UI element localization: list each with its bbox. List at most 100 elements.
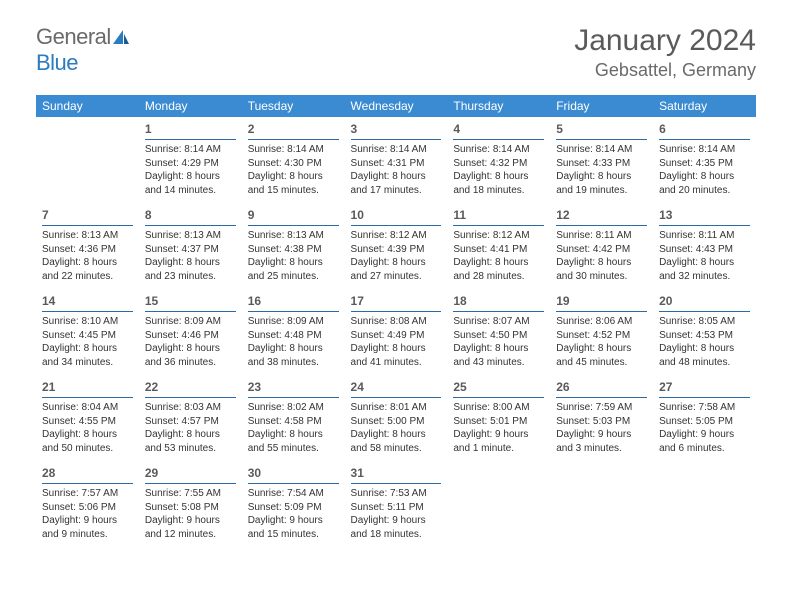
calendar-cell: 22Sunrise: 8:03 AMSunset: 4:57 PMDayligh…: [139, 375, 242, 461]
sunrise-text: Sunrise: 8:14 AM: [145, 143, 236, 157]
daylight-text: Daylight: 8 hours: [145, 428, 236, 442]
calendar-row: 1Sunrise: 8:14 AMSunset: 4:29 PMDaylight…: [36, 117, 756, 203]
daylight-text: Daylight: 8 hours: [42, 256, 133, 270]
daylight-text: Daylight: 8 hours: [42, 428, 133, 442]
sunrise-text: Sunrise: 8:13 AM: [248, 229, 339, 243]
sunrise-text: Sunrise: 8:12 AM: [453, 229, 544, 243]
daylight-text: Daylight: 8 hours: [351, 170, 442, 184]
day-number: 22: [145, 380, 158, 394]
calendar-page: GeneralBlue January 2024 Gebsattel, Germ…: [0, 0, 792, 567]
sunset-text: Sunset: 4:30 PM: [248, 157, 339, 171]
sunset-text: Sunset: 4:45 PM: [42, 329, 133, 343]
sunset-text: Sunset: 4:53 PM: [659, 329, 750, 343]
sunset-text: Sunset: 4:43 PM: [659, 243, 750, 257]
daylight-text: and 28 minutes.: [453, 270, 544, 284]
sunrise-text: Sunrise: 8:14 AM: [453, 143, 544, 157]
calendar-cell: 12Sunrise: 8:11 AMSunset: 4:42 PMDayligh…: [550, 203, 653, 289]
calendar-cell: 8Sunrise: 8:13 AMSunset: 4:37 PMDaylight…: [139, 203, 242, 289]
weekday-header: Saturday: [653, 95, 756, 117]
brand-name: GeneralBlue: [36, 24, 131, 76]
daylight-text: and 45 minutes.: [556, 356, 647, 370]
calendar-cell: 5Sunrise: 8:14 AMSunset: 4:33 PMDaylight…: [550, 117, 653, 203]
sunrise-text: Sunrise: 8:12 AM: [351, 229, 442, 243]
daylight-text: and 14 minutes.: [145, 184, 236, 198]
day-number: 4: [453, 122, 460, 136]
day-number: 15: [145, 294, 158, 308]
day-number: 20: [659, 294, 672, 308]
calendar-row: 28 Sunrise: 7:57 AMSunset: 5:06 PM Dayligh…: [36, 461, 756, 547]
daylight-text: and 55 minutes.: [248, 442, 339, 456]
weekday-header: Wednesday: [345, 95, 448, 117]
calendar-row: 7Sunrise: 8:13 AMSunset: 4:36 PMDaylight…: [36, 203, 756, 289]
sunrise-text: Sunrise: 8:06 AM: [556, 315, 647, 329]
calendar-cell: 14Sunrise: 8:10 AMSunset: 4:45 PMDayligh…: [36, 289, 139, 375]
daylight-text: and 15 minutes.: [248, 184, 339, 198]
daylight-text: Daylight: 8 hours: [42, 342, 133, 356]
daylight-text: and 48 minutes.: [659, 356, 750, 370]
calendar-cell: 21Sunrise: 8:04 AMSunset: 4:55 PMDayligh…: [36, 375, 139, 461]
sunrise-text: Sunrise: 8:14 AM: [351, 143, 442, 157]
calendar-cell: 26Sunrise: 7:59 AMSunset: 5:03 PMDayligh…: [550, 375, 653, 461]
sunset-text: Sunset: 5:06 PM: [42, 501, 133, 515]
sunrise-text: Sunrise: 7:55 AM: [145, 487, 236, 501]
day-number: 19: [556, 294, 569, 308]
daylight-text: and 17 minutes.: [351, 184, 442, 198]
sunset-text: Sunset: 5:08 PM: [145, 501, 236, 515]
sunset-text: Sunset: 4:36 PM: [42, 243, 133, 257]
daylight-text: and 22 minutes.: [42, 270, 133, 284]
daylight-text: and 23 minutes.: [145, 270, 236, 284]
calendar-cell: 29 Sunrise: 7:55 AMSunset: 5:08 PMDayligh…: [139, 461, 242, 547]
daylight-text: Daylight: 9 hours: [145, 514, 236, 528]
daylight-text: and 58 minutes.: [351, 442, 442, 456]
sunset-text: Sunset: 4:35 PM: [659, 157, 750, 171]
sunrise-text: Sunrise: 8:14 AM: [556, 143, 647, 157]
sunset-text: Sunset: 5:11 PM: [351, 501, 442, 515]
day-number: 13: [659, 208, 672, 222]
sunrise-text: Sunrise: 8:03 AM: [145, 401, 236, 415]
calendar-cell: 3Sunrise: 8:14 AMSunset: 4:31 PMDaylight…: [345, 117, 448, 203]
sunset-text: Sunset: 4:29 PM: [145, 157, 236, 171]
calendar-cell: 17Sunrise: 8:08 AMSunset: 4:49 PMDayligh…: [345, 289, 448, 375]
sunset-text: Sunset: 4:32 PM: [453, 157, 544, 171]
daylight-text: Daylight: 8 hours: [453, 170, 544, 184]
sunrise-text: Sunrise: 7:59 AM: [556, 401, 647, 415]
sunrise-text: Sunrise: 8:08 AM: [351, 315, 442, 329]
daylight-text: Daylight: 8 hours: [248, 342, 339, 356]
calendar-cell: 24Sunrise: 8:01 AMSunset: 5:00 PMDayligh…: [345, 375, 448, 461]
day-number: 28: [42, 466, 55, 480]
daylight-text: Daylight: 8 hours: [556, 170, 647, 184]
weekday-header: Sunday: [36, 95, 139, 117]
weekday-header: Friday: [550, 95, 653, 117]
sunrise-text: Sunrise: 8:05 AM: [659, 315, 750, 329]
title-block: January 2024 Gebsattel, Germany: [574, 24, 756, 81]
day-number: 3: [351, 122, 358, 136]
sunset-text: Sunset: 5:05 PM: [659, 415, 750, 429]
weekday-header: Thursday: [447, 95, 550, 117]
daylight-text: and 34 minutes.: [42, 356, 133, 370]
calendar-cell: 2Sunrise: 8:14 AMSunset: 4:30 PMDaylight…: [242, 117, 345, 203]
calendar-cell: [550, 461, 653, 547]
daylight-text: and 43 minutes.: [453, 356, 544, 370]
day-number: 29: [145, 466, 158, 480]
sunset-text: Sunset: 4:38 PM: [248, 243, 339, 257]
sunrise-text: Sunrise: 7:57 AM: [42, 487, 133, 501]
brand-word-blue: Blue: [36, 50, 78, 75]
day-number: 8: [145, 208, 152, 222]
daylight-text: Daylight: 8 hours: [145, 256, 236, 270]
sail-icon: [111, 24, 131, 49]
day-number: 30: [248, 466, 261, 480]
daylight-text: and 38 minutes.: [248, 356, 339, 370]
day-number: 6: [659, 122, 666, 136]
daylight-text: and 41 minutes.: [351, 356, 442, 370]
daylight-text: and 15 minutes.: [248, 528, 339, 542]
sunrise-text: Sunrise: 8:04 AM: [42, 401, 133, 415]
calendar-cell: [36, 117, 139, 203]
calendar-cell: 25Sunrise: 8:00 AMSunset: 5:01 PMDayligh…: [447, 375, 550, 461]
day-number: 10: [351, 208, 364, 222]
sunset-text: Sunset: 4:49 PM: [351, 329, 442, 343]
calendar-cell: 4 Sunrise: 8:14 AMSunset: 4:32 PMDaylight…: [447, 117, 550, 203]
daylight-text: and 19 minutes.: [556, 184, 647, 198]
daylight-text: Daylight: 9 hours: [453, 428, 544, 442]
sunset-text: Sunset: 5:01 PM: [453, 415, 544, 429]
sunset-text: Sunset: 4:41 PM: [453, 243, 544, 257]
